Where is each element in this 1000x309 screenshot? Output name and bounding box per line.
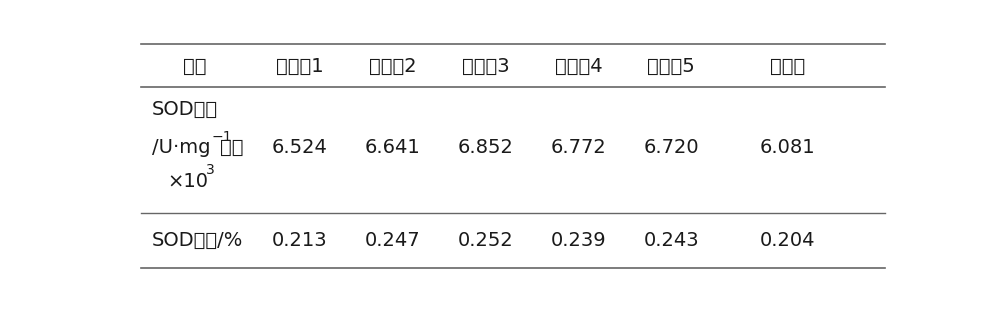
Text: 6.720: 6.720 bbox=[644, 138, 699, 157]
Text: 实施例2: 实施例2 bbox=[369, 57, 416, 76]
Text: 实施例4: 实施例4 bbox=[555, 57, 602, 76]
Text: SOD产率/%: SOD产率/% bbox=[152, 231, 244, 250]
Text: −1: −1 bbox=[212, 130, 232, 144]
Text: 3: 3 bbox=[206, 163, 215, 177]
Text: 0.243: 0.243 bbox=[644, 231, 699, 250]
Text: /U·mg: /U·mg bbox=[152, 138, 211, 157]
Text: 实施例5: 实施例5 bbox=[648, 57, 695, 76]
Text: 0.239: 0.239 bbox=[551, 231, 606, 250]
Text: 0.213: 0.213 bbox=[272, 231, 327, 250]
Text: 0.204: 0.204 bbox=[760, 231, 815, 250]
Text: 实施例3: 实施例3 bbox=[462, 57, 509, 76]
Text: 实施例1: 实施例1 bbox=[276, 57, 323, 76]
Text: ×10: ×10 bbox=[168, 171, 209, 191]
Text: 蛋白: 蛋白 bbox=[220, 138, 244, 157]
Text: 6.772: 6.772 bbox=[550, 138, 606, 157]
Text: 对照组: 对照组 bbox=[770, 57, 805, 76]
Text: 6.641: 6.641 bbox=[364, 138, 420, 157]
Text: 6.081: 6.081 bbox=[760, 138, 815, 157]
Text: SOD活性: SOD活性 bbox=[152, 100, 218, 119]
Text: 6.524: 6.524 bbox=[271, 138, 327, 157]
Text: 项目: 项目 bbox=[183, 57, 207, 76]
Text: 6.852: 6.852 bbox=[457, 138, 513, 157]
Text: 0.247: 0.247 bbox=[365, 231, 420, 250]
Text: 0.252: 0.252 bbox=[458, 231, 513, 250]
